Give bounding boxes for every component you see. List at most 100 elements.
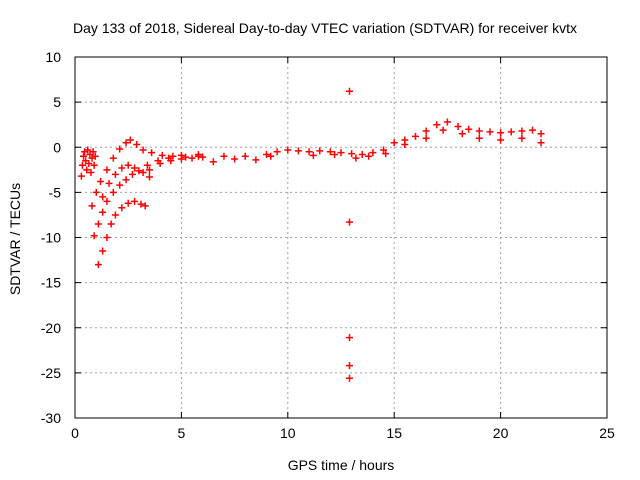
data-point [411, 132, 419, 140]
data-point [294, 147, 302, 155]
data-point [89, 148, 97, 156]
data-point [169, 152, 177, 160]
data-point [231, 155, 239, 163]
data-point [99, 193, 107, 201]
data-point [83, 166, 91, 174]
data-point [91, 152, 99, 160]
plot-frame [74, 56, 608, 419]
data-point [346, 362, 354, 370]
data-point [284, 146, 292, 154]
data-point [128, 170, 136, 178]
x-axis-label: GPS time / hours [287, 457, 395, 473]
x-axis-ticks: 0 5 10 15 20 25 [71, 57, 615, 441]
data-point [497, 136, 505, 144]
data-point [107, 220, 115, 228]
data-point [122, 139, 130, 147]
data-point [475, 127, 483, 135]
data-point [465, 125, 473, 133]
data-point [433, 121, 441, 129]
data-point [145, 173, 153, 181]
series-early-arc-1 [88, 136, 202, 210]
series-outliers [346, 87, 354, 382]
data-point [133, 141, 141, 149]
y-tick-label: -30 [41, 410, 61, 426]
data-point [188, 154, 196, 162]
data-point [90, 232, 98, 240]
data-point [358, 150, 366, 158]
data-point [139, 169, 147, 177]
data-point [88, 202, 96, 210]
data-point [131, 164, 139, 172]
data-point [124, 161, 132, 169]
series-early-arc-3 [94, 197, 149, 269]
data-point [145, 166, 153, 174]
x-tick-label: 20 [493, 425, 509, 441]
x-tick-label: 25 [599, 425, 615, 441]
data-point [137, 200, 145, 208]
data-point [118, 164, 126, 172]
data-point [537, 130, 545, 138]
data-point [507, 128, 515, 136]
data-point [124, 199, 132, 207]
data-point [78, 161, 86, 169]
series-main-track [145, 118, 545, 174]
data-point [380, 146, 388, 154]
data-point [316, 147, 324, 155]
data-point [241, 152, 249, 160]
data-point [475, 134, 483, 142]
data-point [116, 181, 124, 189]
data-point [103, 234, 111, 241]
data-point [326, 148, 334, 156]
data-point [346, 374, 354, 382]
data-point [135, 167, 143, 175]
data-point [369, 149, 377, 157]
data-point [454, 122, 462, 130]
series-early-arc-4 [99, 161, 153, 201]
data-point [97, 178, 105, 186]
data-point [99, 208, 107, 216]
data-point [139, 146, 147, 154]
data-point [143, 161, 151, 169]
data-point [209, 158, 217, 166]
data-point [84, 146, 92, 154]
data-point [337, 149, 345, 157]
data-point [346, 218, 354, 226]
data-point [346, 334, 354, 342]
data-point [158, 151, 166, 159]
data-point [103, 197, 111, 205]
data-point [422, 127, 430, 135]
y-tick-label: -25 [41, 365, 61, 381]
data-point [199, 153, 207, 161]
data-point [194, 150, 202, 158]
data-point [177, 151, 185, 159]
data-point [148, 149, 156, 157]
data-point [401, 141, 409, 149]
data-point [116, 145, 124, 153]
data-point [486, 128, 494, 136]
data-point [118, 204, 126, 212]
data-point [126, 136, 134, 144]
x-tick-label: 0 [71, 425, 79, 441]
data-point [90, 161, 98, 169]
y-tick-label: -5 [49, 184, 62, 200]
data-point [346, 87, 354, 95]
data-point [141, 202, 149, 210]
y-tick-label: -20 [41, 320, 61, 336]
data-point [103, 166, 111, 174]
data-point [111, 211, 119, 219]
data-point [122, 176, 130, 184]
data-point [390, 139, 398, 147]
data-point [111, 170, 119, 178]
data-point [220, 152, 228, 160]
x-tick-label: 5 [178, 425, 186, 441]
data-point [131, 197, 139, 205]
data-point [458, 130, 466, 138]
series-early-arc-2 [90, 150, 202, 240]
data-point [518, 134, 526, 142]
data-point [305, 148, 313, 156]
x-tick-label: 10 [280, 425, 296, 441]
data-point [382, 150, 390, 158]
data-point [109, 154, 117, 162]
x-tick-label: 15 [386, 425, 402, 441]
